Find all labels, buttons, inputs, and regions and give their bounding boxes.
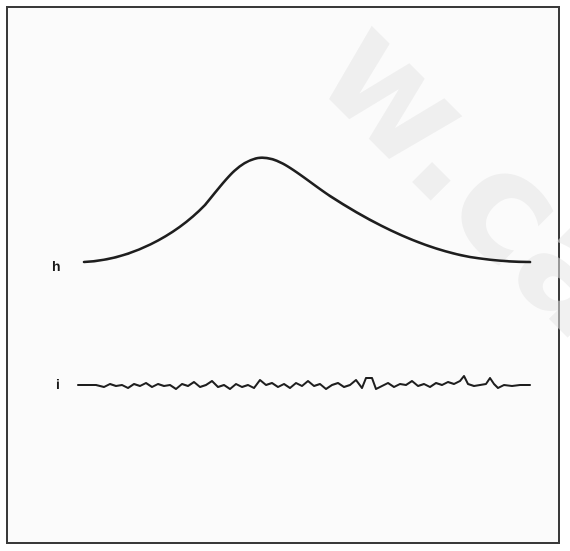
trace-h-label: h — [52, 258, 61, 274]
trace-h-curve — [82, 156, 532, 264]
trace-i-label: i — [56, 376, 60, 392]
watermark-text: w.ca — [285, 0, 570, 371]
trace-i-wave — [77, 375, 531, 390]
figure-frame — [6, 6, 560, 544]
